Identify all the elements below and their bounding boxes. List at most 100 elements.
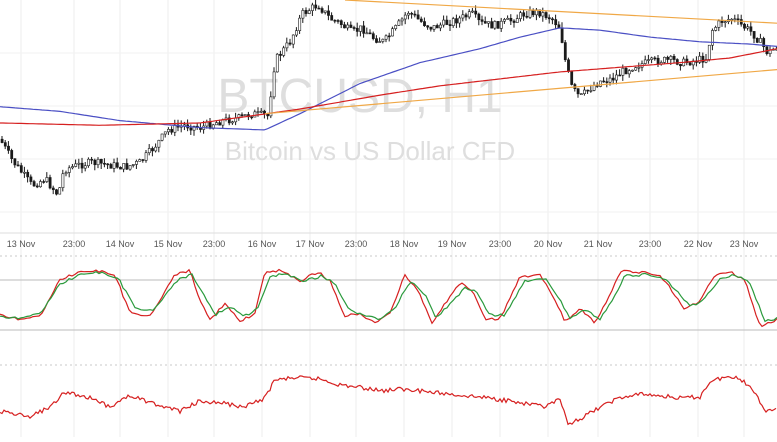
candle-body-128: [410, 13, 414, 15]
candle-body-155: [496, 21, 500, 29]
candle-body-160: [512, 20, 516, 23]
series-trendline-lower: [264, 69, 777, 115]
candle-body-230: [736, 18, 740, 21]
candle-body-129: [413, 13, 417, 16]
x-tick-label-8: 18 Nov: [390, 239, 419, 249]
candle-body-95: [304, 10, 308, 14]
candle-body-109: [349, 24, 353, 28]
candle-body-106: [339, 20, 343, 25]
candle-body-188: [602, 80, 606, 83]
candle-body-118: [378, 41, 382, 43]
candle-body-133: [426, 25, 430, 28]
candle-body-190: [608, 77, 612, 83]
candle-body-28: [90, 158, 94, 161]
candle-body-7: [23, 171, 26, 174]
candle-body-16: [51, 187, 55, 191]
candle-body-238: [762, 38, 766, 48]
candle-body-111: [355, 27, 359, 32]
candle-body-170: [544, 12, 548, 18]
candle-body-1: [3, 142, 7, 147]
candle-body-181: [579, 93, 583, 96]
candle-body-53: [170, 129, 174, 133]
candle-body-100: [320, 8, 324, 13]
candle-body-196: [627, 70, 631, 75]
candle-body-151: [483, 21, 487, 24]
candle-body-232: [743, 23, 746, 29]
candle-body-104: [333, 19, 337, 22]
candle-body-102: [327, 10, 330, 16]
candle-body-192: [615, 74, 618, 81]
candle-body-194: [621, 67, 625, 76]
x-tick-label-15: 23 Nov: [730, 239, 759, 249]
candle-body-80: [256, 111, 260, 113]
candle-body-49: [157, 139, 161, 148]
candle-body-35: [112, 162, 116, 169]
candle-body-85: [272, 71, 276, 98]
candle-body-145: [464, 14, 468, 18]
candle-body-149: [477, 13, 481, 21]
x-tick-label-3: 15 Nov: [154, 239, 183, 249]
candle-body-178: [570, 71, 574, 85]
candle-body-41: [131, 164, 135, 166]
candle-body-177: [567, 59, 570, 72]
candle-body-32: [103, 162, 106, 165]
candle-body-205: [656, 57, 660, 65]
candle-body-162: [519, 12, 522, 19]
candle-body-146: [467, 11, 471, 18]
candle-body-215: [688, 62, 692, 66]
candle-body-110: [352, 27, 356, 29]
candle-body-226: [723, 21, 727, 23]
candle-body-21: [67, 167, 71, 173]
candle-body-59: [189, 127, 193, 131]
candle-body-223: [714, 27, 718, 31]
candle-body-112: [359, 25, 362, 32]
candle-body-5: [16, 164, 20, 167]
candle-body-209: [669, 55, 673, 60]
candle-body-134: [429, 26, 433, 30]
candle-body-175: [560, 27, 564, 43]
series-ma-blue: [0, 27, 777, 131]
candle-body-101: [323, 10, 327, 13]
candle-body-90: [288, 42, 292, 45]
x-tick-label-10: 23:00: [489, 239, 512, 249]
candle-body-131: [419, 18, 423, 22]
candle-body-143: [458, 17, 462, 24]
candle-body-156: [499, 20, 503, 29]
candle-body-159: [509, 17, 513, 22]
candle-body-93: [298, 17, 302, 31]
candle-body-83: [266, 113, 270, 117]
candle-body-97: [311, 4, 314, 11]
candle-body-33: [106, 163, 110, 166]
candle-body-203: [650, 57, 654, 60]
candle-body-120: [384, 35, 388, 40]
candle-body-228: [730, 18, 734, 21]
x-tick-label-9: 19 Nov: [438, 239, 467, 249]
candle-body-46: [147, 148, 151, 154]
x-tick-label-5: 16 Nov: [248, 239, 277, 249]
candle-body-103: [330, 15, 334, 21]
candle-body-43: [138, 159, 142, 162]
x-tick-label-1: 23:00: [63, 239, 86, 249]
candle-body-4: [13, 158, 17, 166]
candle-body-236: [755, 38, 759, 43]
candle-body-105: [336, 20, 340, 22]
candle-body-113: [362, 25, 366, 34]
candle-body-71: [227, 117, 231, 124]
candle-body-180: [576, 88, 580, 95]
candle-body-138: [442, 19, 446, 26]
candle-body-51: [163, 131, 167, 135]
candle-body-214: [685, 58, 689, 64]
candle-body-207: [663, 56, 666, 63]
x-tick-label-4: 23:00: [203, 239, 226, 249]
candle-body-197: [631, 69, 634, 72]
candle-body-39: [125, 163, 129, 170]
candle-body-40: [128, 165, 132, 170]
series-stoch-d: [0, 271, 777, 323]
candle-body-75: [240, 114, 244, 116]
candle-body-221: [707, 44, 711, 60]
candle-body-171: [547, 17, 551, 20]
candle-body-176: [563, 42, 567, 61]
candle-body-47: [151, 148, 154, 152]
candle-body-130: [416, 14, 420, 20]
